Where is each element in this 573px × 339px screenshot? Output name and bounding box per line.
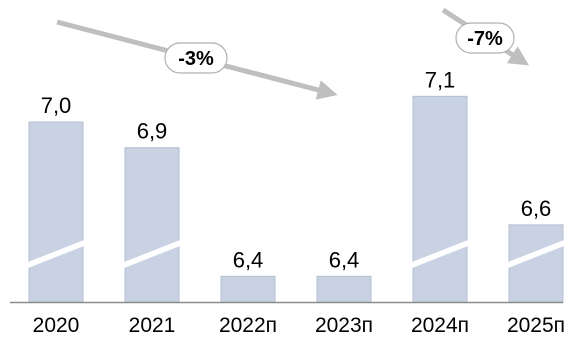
bar-value-label: 7,1 (425, 67, 456, 92)
x-tick-label: 2021 (129, 314, 176, 337)
trend-arrow-head (506, 46, 530, 66)
x-tick-label: 2020 (33, 314, 80, 337)
bar-2021 (124, 147, 180, 303)
bar-value-label: 6,4 (329, 247, 360, 272)
axis-break-mark (220, 240, 276, 268)
trend-label-text: -7% (467, 28, 503, 50)
axis-break-mark (508, 240, 564, 268)
x-tick-label: 2025п (507, 314, 565, 337)
axis-break-mark (124, 240, 180, 268)
trend-label-text: -3% (178, 48, 214, 70)
trend-annotation: -3% (56, 19, 338, 100)
trend-layer: -3% -7% (56, 7, 530, 100)
bar-value-label: 6,4 (233, 247, 264, 272)
trend-label-pill (455, 22, 515, 54)
bar-value-label: 6,6 (521, 196, 552, 221)
axis-break-mark (412, 240, 468, 268)
bar-2024п (412, 95, 468, 303)
bar-value-label: 6,9 (137, 119, 168, 144)
trend-arrow-head (315, 80, 338, 100)
x-tick-label: 2024п (411, 314, 469, 337)
bar-value-label: 7,0 (41, 93, 72, 118)
trend-label-pill (164, 42, 228, 74)
trend-annotation: -7% (441, 7, 530, 66)
bar-2022п (220, 275, 276, 303)
axis-break-mark (316, 240, 372, 268)
axis-break-mark (28, 240, 84, 268)
bar-2020 (28, 121, 84, 303)
x-tick-label: 2022п (219, 314, 277, 337)
x-tick-label: 2023п (315, 314, 373, 337)
bar-2023п (316, 275, 372, 303)
bars-layer (28, 95, 564, 303)
labels-layer: 7,0 2020 6,9 2021 6,4 2022п 6,4 2023п 7,1 2024п 6,… (33, 67, 565, 337)
